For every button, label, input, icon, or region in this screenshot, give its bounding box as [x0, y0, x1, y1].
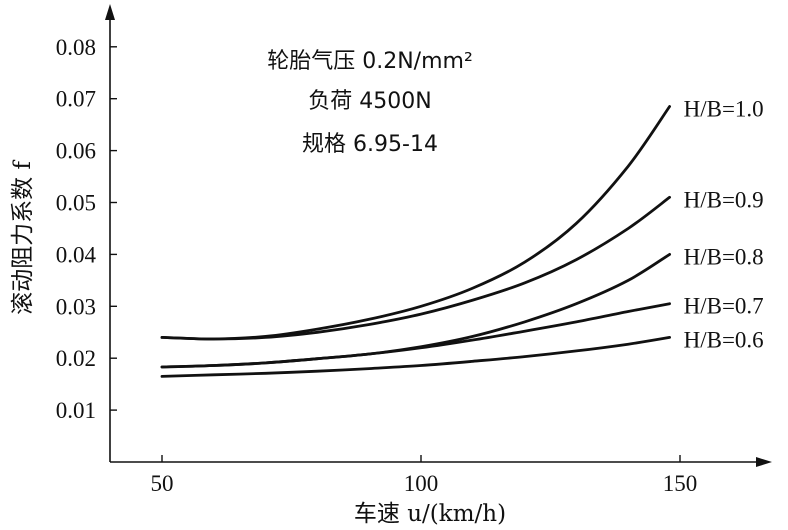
y-tick-label: 0.08	[56, 35, 96, 60]
series-line	[160, 302, 671, 369]
series-line	[160, 195, 671, 341]
series-label: H/B=0.8	[684, 244, 764, 269]
series-curves	[160, 105, 671, 378]
y-tick-label: 0.03	[56, 294, 96, 319]
x-tick-label: 100	[404, 471, 439, 496]
y-tick-label: 0.07	[56, 87, 96, 112]
y-tick-label: 0.02	[56, 346, 96, 371]
y-ticks: 0.01 0.02 0.03 0.04 0.05 0.06 0.07 0.08	[56, 35, 117, 423]
series-label: H/B=1.0	[684, 96, 764, 121]
annotation-tire-spec: 规格 6.95-14	[302, 132, 438, 157]
y-axis-arrow	[105, 4, 115, 20]
series-line	[160, 336, 671, 378]
annotation-tire-pressure: 轮胎气压 0.2N/mm²	[267, 49, 473, 74]
y-tick-label: 0.01	[56, 398, 96, 423]
series-label: H/B=0.9	[684, 187, 764, 212]
x-axis-label: 车速 u/(km/h)	[354, 501, 506, 527]
x-ticks: 50 100 150	[151, 455, 698, 496]
y-tick-label: 0.05	[56, 191, 96, 216]
x-tick-label: 150	[663, 471, 698, 496]
y-tick-label: 0.04	[56, 242, 97, 267]
series-label: H/B=0.6	[684, 327, 764, 352]
series-label: H/B=0.7	[684, 294, 764, 319]
y-axis-label: 滚动阻力系数 f	[10, 160, 36, 315]
x-tick-label: 50	[151, 471, 174, 496]
annotation-load: 负荷 4500N	[308, 89, 431, 114]
series-labels: H/B=1.0 H/B=0.9 H/B=0.8 H/B=0.7 H/B=0.6	[684, 96, 764, 352]
x-axis-arrow	[756, 457, 772, 467]
y-tick-label: 0.06	[56, 139, 96, 164]
